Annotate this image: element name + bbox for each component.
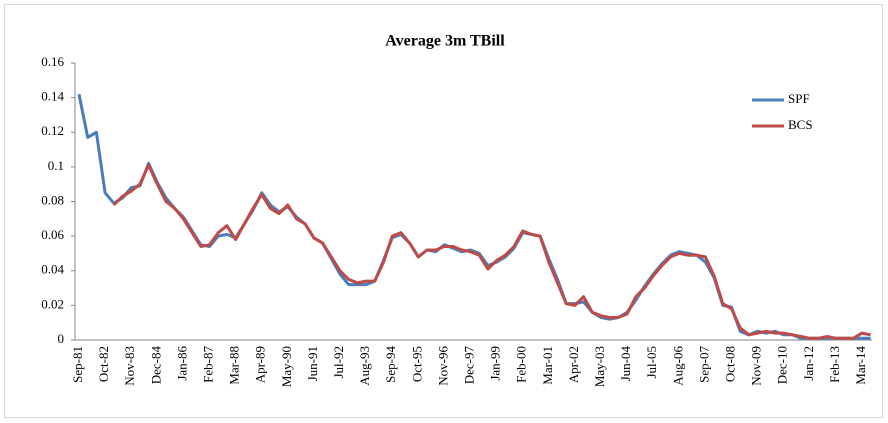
y-tick-label: 0.16: [41, 54, 64, 69]
x-tick-label: Jun-91: [305, 346, 320, 381]
x-tick-label: May-03: [592, 346, 607, 387]
x-tick-label: Oct-08: [722, 346, 737, 382]
y-tick-label: 0.06: [41, 227, 64, 242]
x-tick-label: Sep-94: [383, 346, 398, 383]
y-tick-label: 0.1: [48, 158, 64, 173]
y-tick-label: 0.02: [41, 296, 64, 311]
x-tick-label: Mar-01: [540, 346, 555, 385]
y-tick-label: 0: [58, 331, 65, 346]
y-tick-label: 0.04: [41, 262, 64, 277]
y-tick-label: 0.12: [41, 123, 64, 138]
series-line: [112, 163, 871, 340]
y-tick-label: 0.08: [41, 192, 64, 207]
x-tick-label: Jan-12: [801, 346, 816, 381]
x-tick-label: Nov-96: [435, 346, 450, 386]
x-tick-label: Jan-86: [174, 346, 189, 381]
x-tick-label: Oct-95: [409, 346, 424, 382]
x-tick-label: Jul-05: [644, 346, 659, 379]
x-tick-label: Apr-02: [566, 346, 581, 383]
x-tick-label: Mar-88: [227, 346, 242, 385]
x-tick-label: Aug-93: [357, 346, 372, 386]
x-tick-label: Aug-06: [670, 346, 685, 386]
x-tick-label: Dec-10: [775, 346, 790, 384]
x-tick-label: Jan-99: [488, 346, 503, 381]
chart-border: [4, 4, 883, 418]
chart-title: Average 3m TBill: [385, 33, 505, 50]
x-tick-label: Jun-04: [618, 346, 633, 382]
x-tick-label: Feb-13: [827, 346, 842, 383]
x-tick-label: Dec-97: [461, 346, 476, 385]
x-tick-label: Nov-83: [122, 346, 137, 386]
x-tick-label: Oct-82: [96, 346, 111, 382]
x-tick-label: Sep-07: [696, 346, 711, 383]
legend-label: BCS: [788, 117, 813, 132]
y-tick-label: 0.14: [41, 89, 64, 104]
legend-label: SPF: [788, 91, 810, 106]
x-tick-label: Dec-84: [148, 346, 163, 385]
x-tick-label: Nov-09: [749, 346, 764, 386]
x-tick-label: Feb-87: [200, 346, 215, 383]
x-tick-label: May-90: [279, 346, 294, 387]
x-tick-label: Mar-14: [853, 346, 868, 385]
x-tick-label: Sep-81: [70, 346, 85, 383]
x-tick-label: Apr-89: [253, 346, 268, 383]
x-tick-label: Jul-92: [331, 346, 346, 379]
x-tick-label: Feb-00: [514, 346, 529, 383]
